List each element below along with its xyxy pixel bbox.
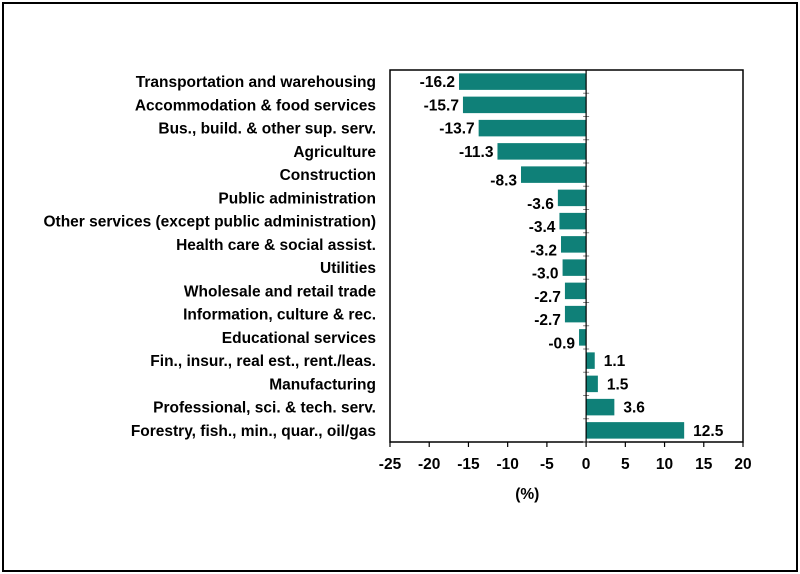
bar bbox=[586, 352, 595, 369]
value-label: 1.1 bbox=[604, 353, 626, 370]
bar bbox=[586, 375, 598, 393]
x-tick-label: 15 bbox=[695, 456, 713, 473]
bar bbox=[562, 259, 587, 276]
category-label: Construction bbox=[280, 167, 376, 184]
bar bbox=[497, 143, 587, 160]
value-label: -3.2 bbox=[530, 242, 557, 259]
value-label: -13.7 bbox=[439, 121, 474, 138]
bar bbox=[478, 119, 587, 137]
value-label: -0.9 bbox=[548, 335, 575, 352]
plot-area-border bbox=[389, 69, 744, 443]
bar bbox=[586, 422, 685, 439]
category-label: Fin., insur., real est., rent./leas. bbox=[150, 353, 376, 370]
value-label: 1.5 bbox=[607, 376, 629, 393]
category-label: Accommodation & food services bbox=[135, 97, 376, 114]
bar bbox=[586, 398, 615, 416]
category-label: Transportation and warehousing bbox=[136, 74, 376, 91]
value-label: -11.3 bbox=[459, 144, 494, 161]
value-label: -16.2 bbox=[420, 74, 455, 91]
category-label: Professional, sci. & tech. serv. bbox=[153, 400, 376, 417]
x-tick-label: 10 bbox=[656, 456, 673, 473]
value-label: -15.7 bbox=[424, 97, 459, 114]
category-label: Wholesale and retail trade bbox=[184, 283, 376, 300]
bar bbox=[564, 282, 587, 300]
bar bbox=[521, 166, 587, 183]
labels-layer: Transportation and warehousing -16.2 Accom… bbox=[44, 74, 752, 473]
x-tick-label: -10 bbox=[496, 456, 518, 473]
x-tick-label: 5 bbox=[621, 456, 630, 473]
bar bbox=[557, 189, 587, 207]
value-label: -2.7 bbox=[534, 312, 561, 329]
category-label: Manufacturing bbox=[269, 376, 376, 393]
bar bbox=[561, 236, 587, 253]
category-label: Health care & social assist. bbox=[176, 237, 376, 254]
category-label: Agriculture bbox=[293, 144, 376, 161]
x-tick-label: 0 bbox=[582, 456, 591, 473]
x-tick-label: -20 bbox=[418, 456, 440, 473]
bar bbox=[462, 96, 587, 114]
bars-layer bbox=[459, 73, 685, 439]
value-label: 3.6 bbox=[623, 400, 645, 417]
category-label: Other services (except public administra… bbox=[44, 214, 377, 231]
category-label: Public administration bbox=[218, 190, 376, 207]
category-label: Bus., build. & other sup. serv. bbox=[158, 121, 376, 138]
x-tick-label: -15 bbox=[457, 456, 480, 473]
x-tick-label: -5 bbox=[540, 456, 554, 473]
category-label: Information, culture & rec. bbox=[183, 307, 376, 324]
bar bbox=[579, 329, 587, 346]
bar bbox=[559, 212, 587, 230]
value-label: -3.4 bbox=[529, 219, 556, 236]
bar bbox=[459, 73, 587, 90]
value-label: -3.6 bbox=[527, 196, 554, 213]
value-label: 12.5 bbox=[693, 423, 724, 440]
x-tick-label: 20 bbox=[734, 456, 751, 473]
category-label: Utilities bbox=[320, 260, 376, 277]
ticks-layer bbox=[389, 70, 744, 447]
value-label: -8.3 bbox=[490, 173, 517, 190]
value-label: -3.0 bbox=[532, 266, 559, 283]
category-label: Forestry, fish., min., quar., oil/gas bbox=[131, 423, 376, 440]
x-tick-label: -25 bbox=[379, 456, 402, 473]
category-label: Educational services bbox=[222, 330, 376, 347]
x-axis-title: (%) bbox=[515, 486, 539, 503]
bar bbox=[564, 305, 587, 323]
value-label: -2.7 bbox=[534, 289, 561, 306]
